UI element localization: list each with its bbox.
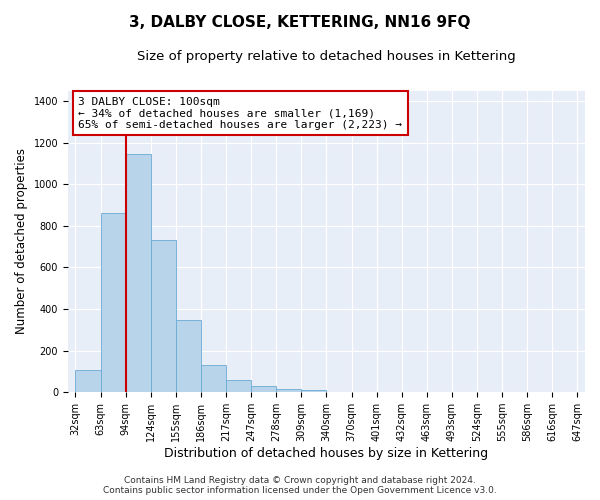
Bar bbox=[101, 214, 125, 392]
X-axis label: Distribution of detached houses by size in Kettering: Distribution of detached houses by size … bbox=[164, 447, 488, 460]
Y-axis label: Number of detached properties: Number of detached properties bbox=[15, 148, 28, 334]
Bar bbox=[226, 380, 251, 392]
Bar bbox=[276, 389, 301, 392]
Text: 3 DALBY CLOSE: 100sqm
← 34% of detached houses are smaller (1,169)
65% of semi-d: 3 DALBY CLOSE: 100sqm ← 34% of detached … bbox=[78, 96, 402, 130]
Title: Size of property relative to detached houses in Kettering: Size of property relative to detached ho… bbox=[137, 50, 516, 63]
Bar bbox=[125, 154, 151, 392]
Bar bbox=[76, 370, 101, 392]
Bar bbox=[176, 320, 201, 392]
Bar bbox=[301, 390, 326, 392]
Text: 3, DALBY CLOSE, KETTERING, NN16 9FQ: 3, DALBY CLOSE, KETTERING, NN16 9FQ bbox=[129, 15, 471, 30]
Bar bbox=[151, 240, 176, 392]
Text: Contains HM Land Registry data © Crown copyright and database right 2024.
Contai: Contains HM Land Registry data © Crown c… bbox=[103, 476, 497, 495]
Bar bbox=[201, 365, 226, 392]
Bar bbox=[251, 386, 276, 392]
